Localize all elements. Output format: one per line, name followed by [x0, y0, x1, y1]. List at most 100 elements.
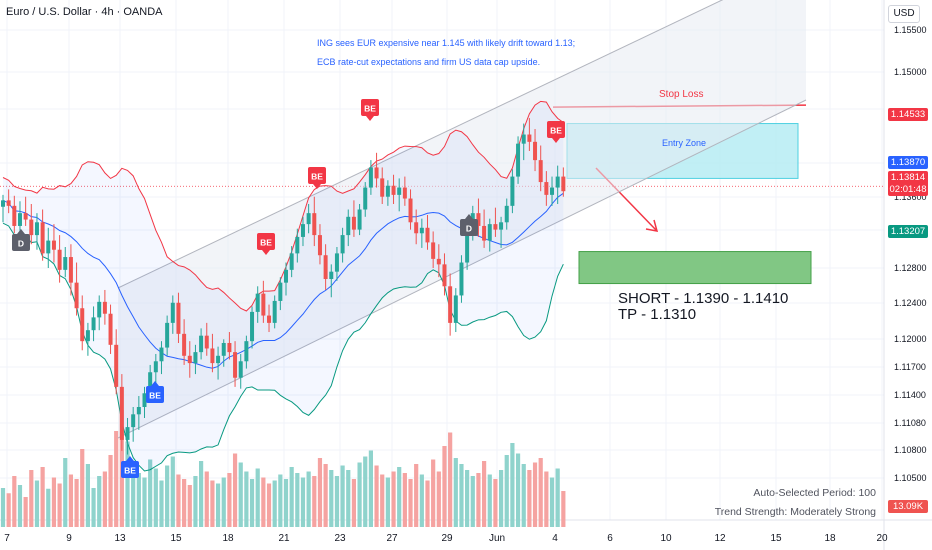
badge-d-1-box — [12, 234, 30, 251]
price-tick-label: 1.11400 — [894, 390, 926, 400]
volume-bar — [51, 477, 57, 527]
price-tick-label: 1.12000 — [894, 334, 927, 344]
time-tick-label: 13 — [114, 533, 126, 544]
badge-be-2: BE — [308, 167, 326, 189]
volume-bar — [419, 474, 424, 527]
candle-body — [125, 427, 130, 440]
currency-button[interactable]: USD — [888, 5, 920, 23]
candle-body — [114, 344, 119, 387]
time-tick-label: 10 — [660, 533, 672, 544]
volume-bar — [210, 480, 215, 527]
candle-body — [176, 302, 181, 334]
volume-bar — [340, 465, 345, 527]
volume-bar — [221, 477, 226, 527]
candle-body — [102, 301, 107, 314]
candle-body — [131, 414, 136, 428]
volume-bar — [351, 479, 357, 527]
volume-bar — [436, 471, 441, 527]
badge-be-6-pointer — [126, 456, 134, 461]
candle-body — [397, 187, 402, 195]
take-profit-box — [578, 251, 812, 285]
candle-body — [521, 134, 526, 144]
volume-bar — [85, 464, 90, 527]
candle-body — [142, 393, 147, 407]
volume-bar — [176, 474, 181, 527]
candle-body — [29, 219, 34, 236]
price-tick-label: 1.13600 — [894, 192, 927, 202]
lower-band-price-tag: 1.13207 — [888, 225, 928, 238]
candle-body — [278, 282, 283, 301]
price-tick-label: 1.15000 — [894, 67, 927, 77]
candle-body — [476, 213, 481, 226]
candle-body — [465, 229, 470, 263]
volume-bar — [295, 473, 300, 527]
candle-body — [550, 187, 555, 195]
volume-bar — [238, 462, 243, 527]
volume-bar — [312, 476, 317, 527]
band-lower-line — [2, 222, 564, 472]
candle-body — [227, 342, 232, 353]
volume-bar — [329, 470, 334, 527]
badge-d-2-pointer — [465, 214, 473, 219]
badge-d-1: D — [12, 229, 30, 251]
volume-bar — [363, 456, 368, 527]
volume-bar — [544, 471, 549, 527]
short-arrow-head — [645, 219, 659, 232]
candle-body — [414, 222, 419, 234]
badge-be-1-pointer — [366, 116, 374, 121]
candle-body — [199, 335, 204, 353]
candle-body — [436, 258, 441, 265]
volume-bar — [80, 449, 85, 527]
candle-body — [233, 352, 238, 378]
volume-bar — [482, 461, 487, 527]
candle-body — [538, 160, 543, 183]
badge-be-4-label: BE — [550, 126, 562, 136]
symbol-title[interactable]: Euro / U.S. Dollar · 4h · OANDA — [6, 6, 163, 18]
candle-body — [63, 257, 68, 270]
volume-bar — [46, 488, 51, 527]
price-tick-label: 1.15500 — [894, 25, 927, 35]
volume-bar — [193, 476, 198, 527]
candle-body — [182, 333, 187, 356]
candle-body — [210, 348, 215, 364]
volume-bar — [114, 431, 119, 527]
volume-bar — [385, 477, 390, 527]
candle-body — [119, 386, 124, 440]
candle-body — [306, 213, 311, 225]
last-price-tag: 1.13814 — [888, 171, 928, 184]
candle-body — [544, 182, 549, 195]
price-axis[interactable]: 1.15500 1.15000 1.13600 1.12800 1.12400 1.120… — [894, 25, 927, 483]
candle-body — [368, 167, 373, 188]
volume-bar — [125, 441, 130, 527]
candle-body — [391, 185, 396, 195]
candle-body — [555, 176, 560, 188]
candle-body — [289, 253, 294, 270]
candle-body — [323, 255, 328, 279]
candle-body — [312, 213, 317, 236]
volume-bar — [57, 483, 62, 527]
time-tick-label: 21 — [278, 533, 290, 544]
candle-body — [329, 271, 334, 279]
volume-bar — [249, 479, 255, 527]
upper-band-price-tag: 1.13870 — [888, 156, 928, 169]
volume-bar — [487, 474, 492, 527]
signal-badges: BE BE BE BE BE BE D D — [12, 99, 565, 478]
channel-upper-line — [117, 0, 724, 289]
badge-be-2-pointer — [313, 184, 321, 189]
time-axis[interactable]: 7 9 13 15 18 21 23 27 29 Jun 4 6 10 12 15 18 20 — [4, 533, 888, 544]
badge-be-6-box — [121, 461, 139, 478]
candle-body — [159, 347, 164, 362]
time-tick-label: 23 — [334, 533, 346, 544]
candle-body — [51, 240, 56, 250]
auto-period-text: Auto-Selected Period: 100 — [753, 487, 876, 499]
volume-bar — [23, 497, 28, 527]
volume-bar — [142, 477, 147, 527]
price-tick-label: 1.10800 — [894, 445, 927, 455]
volume-bar — [97, 476, 102, 527]
candle-body — [363, 187, 368, 210]
trend-strength-text: Trend Strength: Moderately Strong — [714, 506, 876, 518]
badge-be-4-pointer — [552, 138, 560, 143]
volume-bar — [414, 464, 419, 527]
entry-zone-label: Entry Zone — [662, 138, 707, 148]
